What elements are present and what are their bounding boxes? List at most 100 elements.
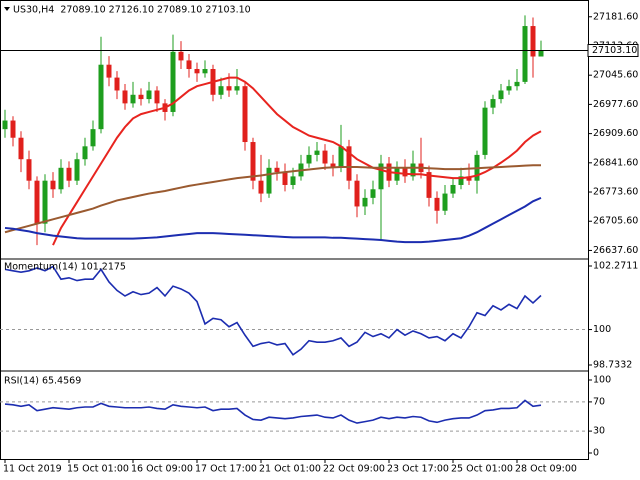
x-tick-label: 28 Oct 09:00 [515,464,577,475]
candle-body [530,26,536,57]
x-tick-label: 11 Oct 2019 [3,464,62,475]
candle-body [450,184,456,194]
candle-body [442,193,448,211]
panel-title: Momentum(14) 101.2175 [4,262,126,273]
candle-body [234,86,240,91]
candle-body [490,99,496,108]
candle-body [306,154,312,164]
candle-body [178,51,184,61]
candle-body [538,50,544,57]
candle-body [514,81,520,87]
indicator-line [4,196,542,244]
candle-body [338,146,344,168]
panel [0,399,588,432]
candle-body [138,94,144,100]
candle-body [74,159,80,181]
candle-body [354,180,360,207]
panel [0,265,588,356]
candle-body [122,90,128,104]
panel-title: US30,H4 27089.10 27126.10 27089.10 27103… [13,5,251,16]
x-tick-label: 25 Oct 01:00 [451,464,513,475]
candle-body [146,90,152,100]
candle-body [114,77,120,91]
candle-body [458,176,464,185]
candle-body [314,150,320,155]
candle-body [274,167,280,173]
collapse-arrow [4,7,10,11]
candle-body [346,146,352,181]
candle-body [482,107,488,155]
indicator-line [4,399,542,424]
candle-body [106,64,112,78]
candle-body [82,146,88,160]
candle-body [250,142,256,181]
candle-body [10,120,16,138]
panel [2,15,544,246]
y-tick-label: 30 [593,426,605,437]
candle-body [402,167,408,177]
candle-body [282,172,288,185]
candle-body [290,176,296,185]
candle-body [266,167,272,194]
candle-body [506,86,512,91]
candle-body [466,176,472,181]
candle-body [194,69,200,74]
x-tick-label: 17 Oct 17:00 [195,464,257,475]
candle-body [322,150,328,164]
candle-body [202,69,208,74]
candle-body [130,94,136,104]
candle-body [42,180,48,224]
x-tick-label: 23 Oct 17:00 [387,464,449,475]
y-tick-label: 100 [593,324,611,335]
candle-body [370,189,376,198]
candle-body [394,167,400,181]
candle-body [154,90,160,104]
candle-body [378,163,384,190]
current-price-box [587,43,639,57]
panel-title: RSI(14) 65.4569 [4,376,81,387]
candle-body [2,120,8,130]
candle-body [258,180,264,194]
y-tick-label: 26773.60 [593,187,638,198]
indicator-line [4,164,541,234]
y-tick-label: 26637.60 [593,245,638,256]
candle-body [410,163,416,177]
x-tick-label: 22 Oct 09:00 [323,464,385,475]
candle-body [34,180,40,224]
y-tick-label: 26705.60 [593,216,638,227]
candle-body [58,167,64,190]
candle-body [362,197,368,207]
indicator-line [52,76,542,246]
candle-body [218,86,224,95]
candle-body [26,159,32,181]
x-tick-label: 21 Oct 01:00 [259,464,321,475]
x-tick-label: 16 Oct 09:00 [131,464,193,475]
candle-body [66,167,72,181]
y-tick-label: 26841.60 [593,157,638,168]
y-tick-label: 27181.60 [593,11,638,22]
candle-body [226,86,232,91]
candle-body [522,26,528,82]
candle-body [170,51,176,112]
y-tick-label: 100 [593,375,611,386]
y-tick-label: 70 [593,396,605,407]
frame [0,0,589,460]
indicator-line [4,265,542,356]
candle-body [330,163,336,168]
candle-body [90,129,96,147]
candle-body [434,197,440,211]
y-tick-label: 26977.60 [593,99,638,110]
candle-body [50,180,56,190]
x-tick-label: 15 Oct 01:00 [67,464,129,475]
candle-body [18,137,24,160]
y-tick-label: 0 [593,448,599,459]
candle-body [186,60,192,70]
y-tick-label: 98.7332 [593,360,632,371]
current-price-label: 27103.10 [592,45,637,56]
y-tick-label: 27045.60 [593,70,638,81]
candle-body [426,172,432,198]
y-tick-label: 26909.60 [593,128,638,139]
candle-body [98,64,104,130]
